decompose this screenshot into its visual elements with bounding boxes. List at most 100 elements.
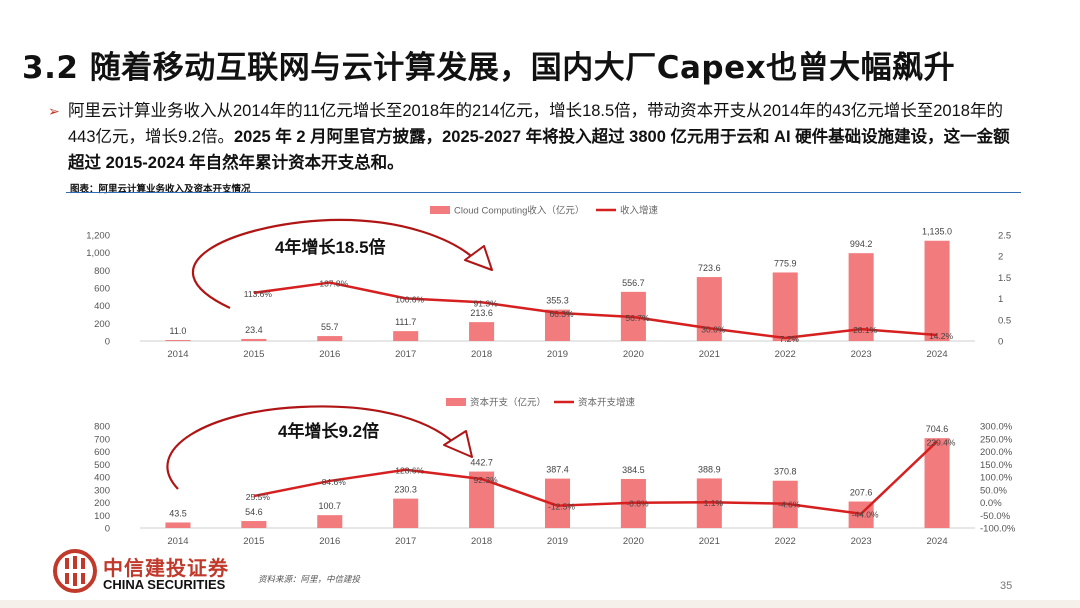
rev-bar	[772, 272, 798, 341]
rev-x-tick: 2018	[471, 349, 492, 360]
bullet-paragraph: ➢ 阿里云计算业务收入从2014年的11亿元增长至2018年的214亿元，增长1…	[48, 98, 1026, 176]
rev-line-label: 137.8%	[319, 279, 348, 289]
capex-bar-label: 387.4	[546, 465, 569, 475]
page-title: 3.2 随着移动互联网与云计算发展，国内大厂Capex也曾大幅飙升	[22, 50, 956, 86]
rev-bar-label: 213.6	[470, 308, 493, 318]
rev-bar	[848, 253, 874, 341]
rev-annotation-text: 4年增长18.5倍	[275, 237, 386, 257]
rev-bar-label: 1,135.0	[922, 227, 952, 237]
rev-bar-label: 775.9	[774, 258, 797, 268]
rev-line-label: 7.2%	[780, 334, 800, 344]
revenue-chart: Cloud Computing收入（亿元） 收入增速 0 200 400 600 800 1,…	[86, 205, 1011, 361]
rev-bar-label: 111.7	[395, 317, 416, 327]
rev-y-left-tick: 0	[105, 337, 110, 348]
source-note: 资料来源：阿里，中信建投	[258, 575, 361, 585]
rev-line-label: 91.3%	[474, 298, 499, 308]
rev-line-label: 14.2%	[929, 331, 954, 341]
rev-y-right-tick: 1.5	[998, 273, 1011, 284]
rev-y-right-tick: 1	[998, 294, 1003, 305]
capex-bar	[317, 515, 343, 528]
rev-line-label: 30.0%	[701, 324, 726, 334]
capex-y-left-tick: 100	[94, 511, 110, 522]
capex-x-tick: 2020	[623, 536, 644, 547]
bullet-text: 阿里云计算业务收入从2014年的11亿元增长至2018年的214亿元，增长18.…	[68, 102, 1003, 146]
capex-x-tick: 2022	[775, 536, 796, 547]
capex-y-left-tick: 800	[94, 422, 110, 433]
rev-line-label: 56.7%	[625, 313, 650, 323]
capex-annotation-arrowhead-icon	[443, 430, 473, 458]
capex-legend-bar-swatch	[446, 398, 466, 406]
rev-line-label: 100.6%	[395, 294, 424, 304]
rev-x-tick: 2022	[775, 349, 796, 360]
rev-line-label: 113.6%	[244, 289, 273, 299]
capex-line-label: -44.0%	[852, 510, 879, 520]
capex-y-right-tick: 50.0%	[980, 485, 1007, 496]
capex-line-label: 1.1%	[704, 498, 724, 508]
rev-bar-label: 723.6	[698, 263, 721, 273]
capex-bar-label: 442.7	[470, 458, 493, 468]
capex-x-tick: 2023	[851, 536, 872, 547]
rev-bar-label: 355.3	[546, 296, 569, 306]
capex-legend-bar-label: 资本开支（亿元）	[470, 397, 546, 409]
capex-x-tick: 2019	[547, 536, 568, 547]
capex-y-left-tick: 700	[94, 434, 110, 445]
rev-y-left-tick: 600	[94, 284, 110, 295]
capex-y-right-tick: 100.0%	[980, 473, 1013, 484]
rev-annotation-arrowhead-icon	[464, 245, 493, 271]
capex-chart: 资本开支（亿元） 资本开支增速0100200300400500600700800-…	[94, 397, 1016, 548]
capex-y-left-tick: 400	[94, 473, 110, 484]
rev-legend-bar-swatch	[430, 206, 450, 214]
capex-bar-label: 370.8	[774, 467, 797, 477]
rev-y-right-tick: 2	[998, 252, 1003, 263]
rev-x-tick: 2023	[851, 349, 872, 360]
rev-bar	[241, 338, 267, 341]
capex-x-tick: 2015	[243, 536, 264, 547]
capex-y-left-tick: 0	[105, 524, 110, 535]
rev-y-left-tick: 800	[94, 266, 110, 277]
rev-bar-label: 994.2	[850, 239, 873, 249]
china-securities-logo-icon	[53, 549, 97, 593]
capex-y-right-tick: -100.0%	[980, 524, 1016, 535]
capex-y-right-tick: 250.0%	[980, 434, 1013, 445]
capex-y-right-tick: 150.0%	[980, 460, 1013, 471]
capex-line-label: -4.6%	[778, 500, 801, 510]
capex-line-label: 239.4%	[927, 437, 956, 447]
rev-y-left-tick: 1,200	[86, 231, 110, 242]
rev-bar	[393, 331, 419, 341]
rev-line-label: 28.1%	[853, 325, 878, 335]
capex-annotation-text: 4年增长9.2倍	[278, 421, 379, 441]
capex-bar-label: 100.7	[319, 501, 342, 511]
rev-x-tick: 2019	[547, 349, 568, 360]
rev-x-tick: 2017	[395, 349, 416, 360]
capex-x-tick: 2024	[926, 536, 947, 547]
capex-annotation-arrow	[166, 405, 461, 490]
capex-line-label: 128.6%	[395, 466, 424, 476]
rev-bar	[469, 322, 495, 341]
capex-line-label: 92.3%	[474, 475, 499, 485]
capex-line-label: -0.8%	[626, 499, 649, 509]
rev-x-tick: 2020	[623, 349, 644, 360]
capex-growth-line	[253, 440, 938, 515]
rev-x-tick: 2016	[319, 349, 340, 360]
capex-y-left-tick: 300	[94, 485, 110, 496]
rev-x-tick: 2014	[167, 349, 188, 360]
rev-line-label: 66.3%	[549, 309, 574, 319]
capex-y-right-tick: 300.0%	[980, 422, 1013, 433]
rev-x-tick: 2024	[926, 349, 947, 360]
capex-x-tick: 2021	[699, 536, 720, 547]
logo-chinese-name: 中信建投证券	[103, 556, 229, 580]
capex-y-left-tick: 200	[94, 498, 110, 509]
capex-bar-label: 207.6	[850, 488, 873, 498]
capex-bar-label: 230.3	[394, 485, 417, 495]
bottom-bar	[0, 600, 1080, 608]
capex-bar-label: 384.5	[622, 465, 645, 475]
rev-growth-line	[253, 281, 938, 340]
capex-legend-line-label: 资本开支增速	[578, 397, 636, 409]
rev-y-left-tick: 400	[94, 301, 110, 312]
rev-bar-label: 55.7	[321, 322, 339, 332]
capex-bar-label: 43.5	[169, 508, 187, 518]
rev-bar-label: 23.4	[245, 325, 263, 335]
bullet-arrow-icon: ➢	[48, 103, 60, 119]
capex-line-label: -12.5%	[548, 502, 575, 512]
capex-y-right-tick: 200.0%	[980, 447, 1013, 458]
